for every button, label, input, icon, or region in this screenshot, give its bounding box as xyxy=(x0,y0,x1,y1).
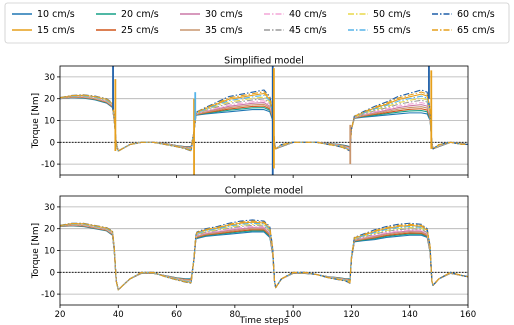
y-tick-label: -10 xyxy=(41,290,55,300)
panel-title-complete: Complete model xyxy=(225,186,303,197)
legend-item: 30 cm/s xyxy=(180,9,243,20)
legend-label: 35 cm/s xyxy=(205,25,243,36)
series-line xyxy=(60,96,468,152)
plot-frame-complete xyxy=(59,195,469,306)
x-tick-label: 120 xyxy=(343,310,359,320)
series-complete xyxy=(60,219,468,291)
legend-label: 20 cm/s xyxy=(121,9,159,20)
x-tick-label: 80 xyxy=(229,310,240,320)
y-tick-label: 10 xyxy=(44,247,55,257)
y-axis-label-simplified: Torque [Nm] xyxy=(31,93,41,149)
legend-label: 40 cm/s xyxy=(289,9,327,20)
y-tick-label: 30 xyxy=(44,73,55,83)
y-tick-label: 30 xyxy=(44,203,55,213)
y-tick-label: 10 xyxy=(44,117,55,127)
legend-item: 50 cm/s xyxy=(348,9,411,20)
y-axis-label-complete: Torque [Nm] xyxy=(31,223,41,279)
legend-item: 20 cm/s xyxy=(96,9,159,20)
legend-label: 10 cm/s xyxy=(37,9,75,20)
legend-label: 30 cm/s xyxy=(205,9,243,20)
y-tick-label: 0 xyxy=(50,268,55,278)
legend-label: 15 cm/s xyxy=(37,25,75,36)
legend-label: 55 cm/s xyxy=(373,25,411,36)
legend-item: 45 cm/s xyxy=(264,25,327,36)
panel-simplified-model: Simplified model Torque [Nm] -10 0 10 20 30 xyxy=(31,56,469,178)
series-line xyxy=(60,225,468,291)
legend-item: 25 cm/s xyxy=(96,25,159,36)
legend-item: 40 cm/s xyxy=(264,9,327,20)
grid-complete xyxy=(60,206,468,295)
y-tick-label: 20 xyxy=(44,225,55,235)
x-tick-label: 60 xyxy=(171,310,182,320)
legend-label: 60 cm/s xyxy=(457,9,495,20)
legend: 10 cm/s 15 cm/s 20 cm/s 25 cm/s 30 cm/s 35 cm… xyxy=(4,2,510,44)
series-line xyxy=(60,96,468,152)
x-tick-label: 20 xyxy=(55,310,66,320)
ticks-complete: -10 0 10 20 30 20 40 60 80 100 120 140 160 xyxy=(41,203,476,320)
series-line xyxy=(60,220,468,291)
panel-title-simplified: Simplified model xyxy=(224,56,304,67)
x-tick-label: 140 xyxy=(402,310,418,320)
legend-item: 60 cm/s xyxy=(432,9,495,20)
legend-label: 65 cm/s xyxy=(457,25,495,36)
legend-item: 35 cm/s xyxy=(180,25,243,36)
series-simplified xyxy=(60,66,468,175)
series-line xyxy=(60,96,468,152)
legend-label: 25 cm/s xyxy=(121,25,159,36)
y-tick-label: 20 xyxy=(44,95,55,105)
y-tick-label: 0 xyxy=(50,138,55,148)
legend-item: 55 cm/s xyxy=(348,25,411,36)
legend-item: 15 cm/s xyxy=(12,25,75,36)
series-line xyxy=(60,96,468,152)
series-line xyxy=(60,94,468,152)
ticks-simplified: -10 0 10 20 30 xyxy=(41,73,469,178)
panel-complete-model: Complete model Torque [Nm] Time steps -1… xyxy=(31,186,476,325)
x-tick-label: 100 xyxy=(285,310,301,320)
legend-item: 65 cm/s xyxy=(432,25,495,36)
x-tick-label: 160 xyxy=(460,310,476,320)
legend-label: 50 cm/s xyxy=(373,9,411,20)
legend-box xyxy=(4,2,510,44)
legend-label: 45 cm/s xyxy=(289,25,327,36)
y-tick-label: -10 xyxy=(41,160,55,170)
x-tick-label: 40 xyxy=(113,310,124,320)
plot-frame-simplified xyxy=(59,65,469,176)
x-axis-label: Time steps xyxy=(238,316,288,325)
legend-item: 10 cm/s xyxy=(12,9,75,20)
